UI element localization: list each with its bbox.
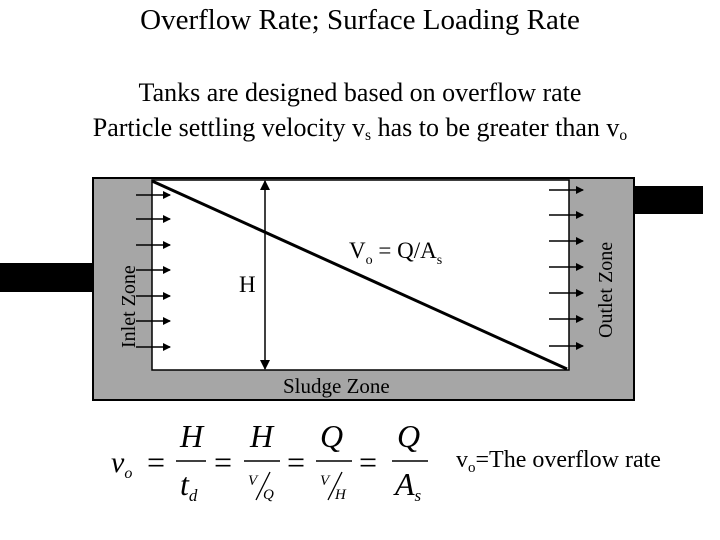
velocity-eq-sub: o bbox=[366, 253, 373, 268]
inlet-arrows bbox=[136, 191, 171, 351]
slide-title: Overflow Rate; Surface Loading Rate bbox=[140, 4, 580, 36]
term4-denominator: As bbox=[393, 466, 422, 505]
term1-den-t: t bbox=[180, 466, 190, 502]
term2-den-slash bbox=[255, 471, 271, 501]
formula-lhs: vo bbox=[111, 446, 132, 482]
definition-sub: o bbox=[468, 460, 476, 476]
subtitle-line-2-text: Particle settling velocity v bbox=[92, 113, 365, 142]
particle-trajectory-line bbox=[151, 179, 568, 371]
velocity-eq-v: V bbox=[349, 238, 366, 263]
sludge-zone-label: Sludge Zone bbox=[283, 374, 390, 398]
outlet-pipe bbox=[633, 186, 703, 214]
outlet-arrows bbox=[549, 186, 584, 350]
term2-den-v: V bbox=[248, 473, 259, 489]
formula-eq-2: = bbox=[214, 444, 232, 480]
subtitle-line-2: Particle settling velocity vs has to be … bbox=[0, 113, 720, 145]
inlet-zone-label: Inlet Zone bbox=[118, 265, 140, 348]
term1-denominator: td bbox=[180, 466, 198, 505]
subtitle-line-2-text2: has to be greater than v bbox=[371, 113, 620, 142]
height-label: H bbox=[239, 272, 256, 297]
definition-v: v bbox=[456, 447, 468, 473]
velocity-eq-rest: = Q/A bbox=[373, 238, 437, 263]
formula-eq-4: = bbox=[359, 444, 377, 480]
term2-den-q: Q bbox=[263, 487, 274, 503]
subtitle-line-2-sub: s bbox=[364, 126, 372, 144]
term3-den-slash bbox=[327, 471, 343, 501]
term4-den-a: A bbox=[393, 466, 415, 502]
term4-den-sub: s bbox=[415, 486, 422, 505]
subtitle-line-2-sub2: o bbox=[619, 126, 628, 144]
subtitle-line-1: Tanks are designed based on overflow rat… bbox=[138, 78, 582, 107]
velocity-eq-sub2: s bbox=[437, 253, 442, 268]
term4-numerator: Q bbox=[397, 418, 420, 454]
formula-eq-3: = bbox=[287, 444, 305, 480]
term1-den-sub: d bbox=[189, 486, 198, 505]
term1-numerator: H bbox=[179, 418, 205, 454]
inlet-pipe bbox=[0, 263, 95, 292]
velocity-equation: Vo = Q/As bbox=[349, 238, 442, 268]
term3-numerator: Q bbox=[320, 418, 343, 454]
formula-lhs-sub: o bbox=[124, 465, 132, 482]
term2-numerator: H bbox=[249, 418, 275, 454]
term3-den-v: V bbox=[320, 473, 331, 489]
outlet-zone-label: Outlet Zone bbox=[595, 242, 617, 338]
formula-eq-1: = bbox=[147, 444, 165, 480]
overflow-formula: vo = H td = H V Q = Q V H = Q As bbox=[111, 418, 428, 505]
formula-lhs-v: v bbox=[111, 446, 125, 479]
definition-rest: =The overflow rate bbox=[476, 447, 661, 473]
overflow-rate-definition: vo=The overflow rate bbox=[456, 447, 661, 476]
term3-den-h: H bbox=[334, 487, 347, 503]
